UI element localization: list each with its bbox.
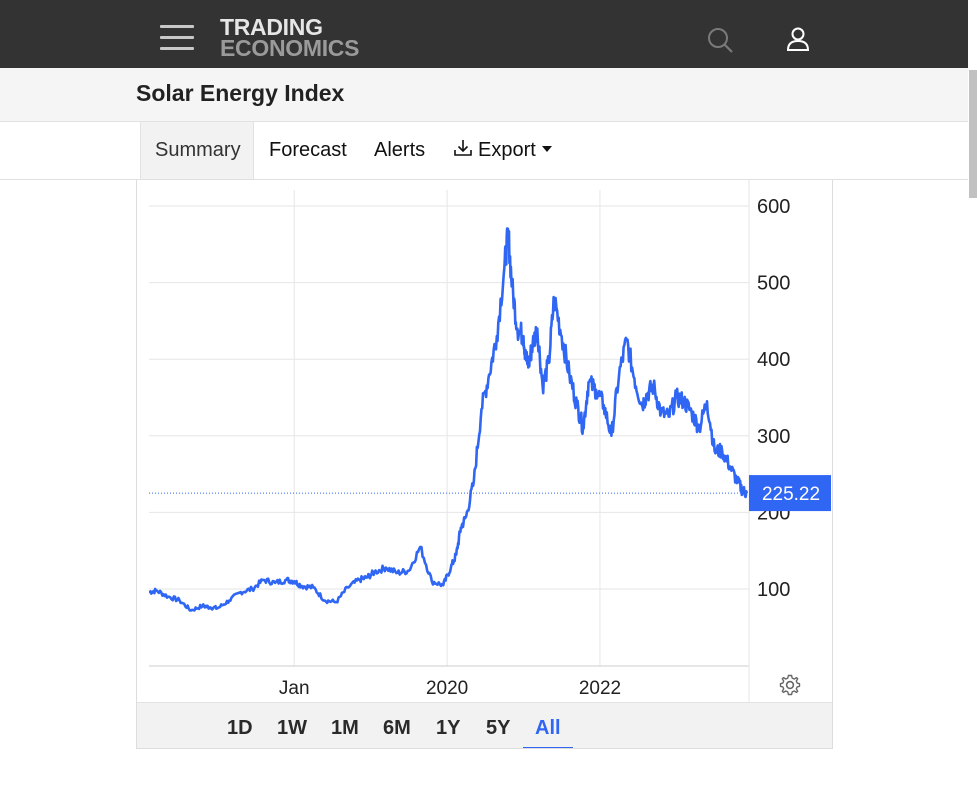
hamburger-menu-icon[interactable] xyxy=(160,25,194,50)
range-6m-button[interactable]: 6M xyxy=(383,717,411,739)
range-1m-button[interactable]: 1M xyxy=(331,717,359,739)
range-all-button[interactable]: All xyxy=(523,717,573,748)
tab-bar: Summary Forecast Alerts Export xyxy=(0,122,968,180)
chevron-down-icon xyxy=(541,145,552,152)
page-title: Solar Energy Index xyxy=(136,80,345,106)
x-tick-label: Jan xyxy=(279,678,310,699)
export-label: Export xyxy=(478,139,536,161)
logo-line-1: TRADING xyxy=(220,14,323,40)
page-scrollbar[interactable] xyxy=(968,0,977,804)
tab-export[interactable]: Export xyxy=(453,122,552,179)
scrollbar-thumb[interactable] xyxy=(969,70,977,198)
time-range-bar: 1D 1W 1M 6M 1Y 5Y All xyxy=(137,702,832,748)
search-icon[interactable] xyxy=(706,26,734,54)
y-tick-label: 500 xyxy=(757,273,790,295)
user-icon[interactable] xyxy=(784,25,812,53)
gear-icon[interactable] xyxy=(778,673,802,697)
x-tick-label: 2020 xyxy=(426,678,468,699)
y-tick-label: 400 xyxy=(757,349,790,371)
y-tick-label: 600 xyxy=(757,196,790,218)
x-tick-label: 2022 xyxy=(579,678,621,699)
range-5y-button[interactable]: 5Y xyxy=(486,717,511,739)
download-icon xyxy=(454,139,472,156)
trading-economics-logo[interactable]: TRADING ECONOMICS xyxy=(220,14,360,61)
range-1w-button[interactable]: 1W xyxy=(277,717,307,739)
logo-line-2: ECONOMICS xyxy=(220,35,360,61)
chart-container: 100 200 300 400 500 600 Jan 2020 2022 225.22 1D 1… xyxy=(136,180,833,749)
last-value-tag xyxy=(749,475,831,512)
y-tick-label: 300 xyxy=(757,426,790,448)
tab-forecast[interactable]: Forecast xyxy=(269,139,347,161)
range-1d-button[interactable]: 1D xyxy=(227,717,253,739)
top-navigation-bar: TRADING ECONOMICS xyxy=(0,0,968,68)
tab-alerts[interactable]: Alerts xyxy=(374,139,426,161)
series-line xyxy=(148,227,748,612)
last-value-label: 225.22 xyxy=(762,484,820,505)
title-bar: Solar Energy Index xyxy=(0,68,968,122)
tab-summary[interactable]: Summary xyxy=(140,122,254,179)
range-1y-button[interactable]: 1Y xyxy=(436,717,461,739)
y-tick-label: 100 xyxy=(757,579,790,601)
